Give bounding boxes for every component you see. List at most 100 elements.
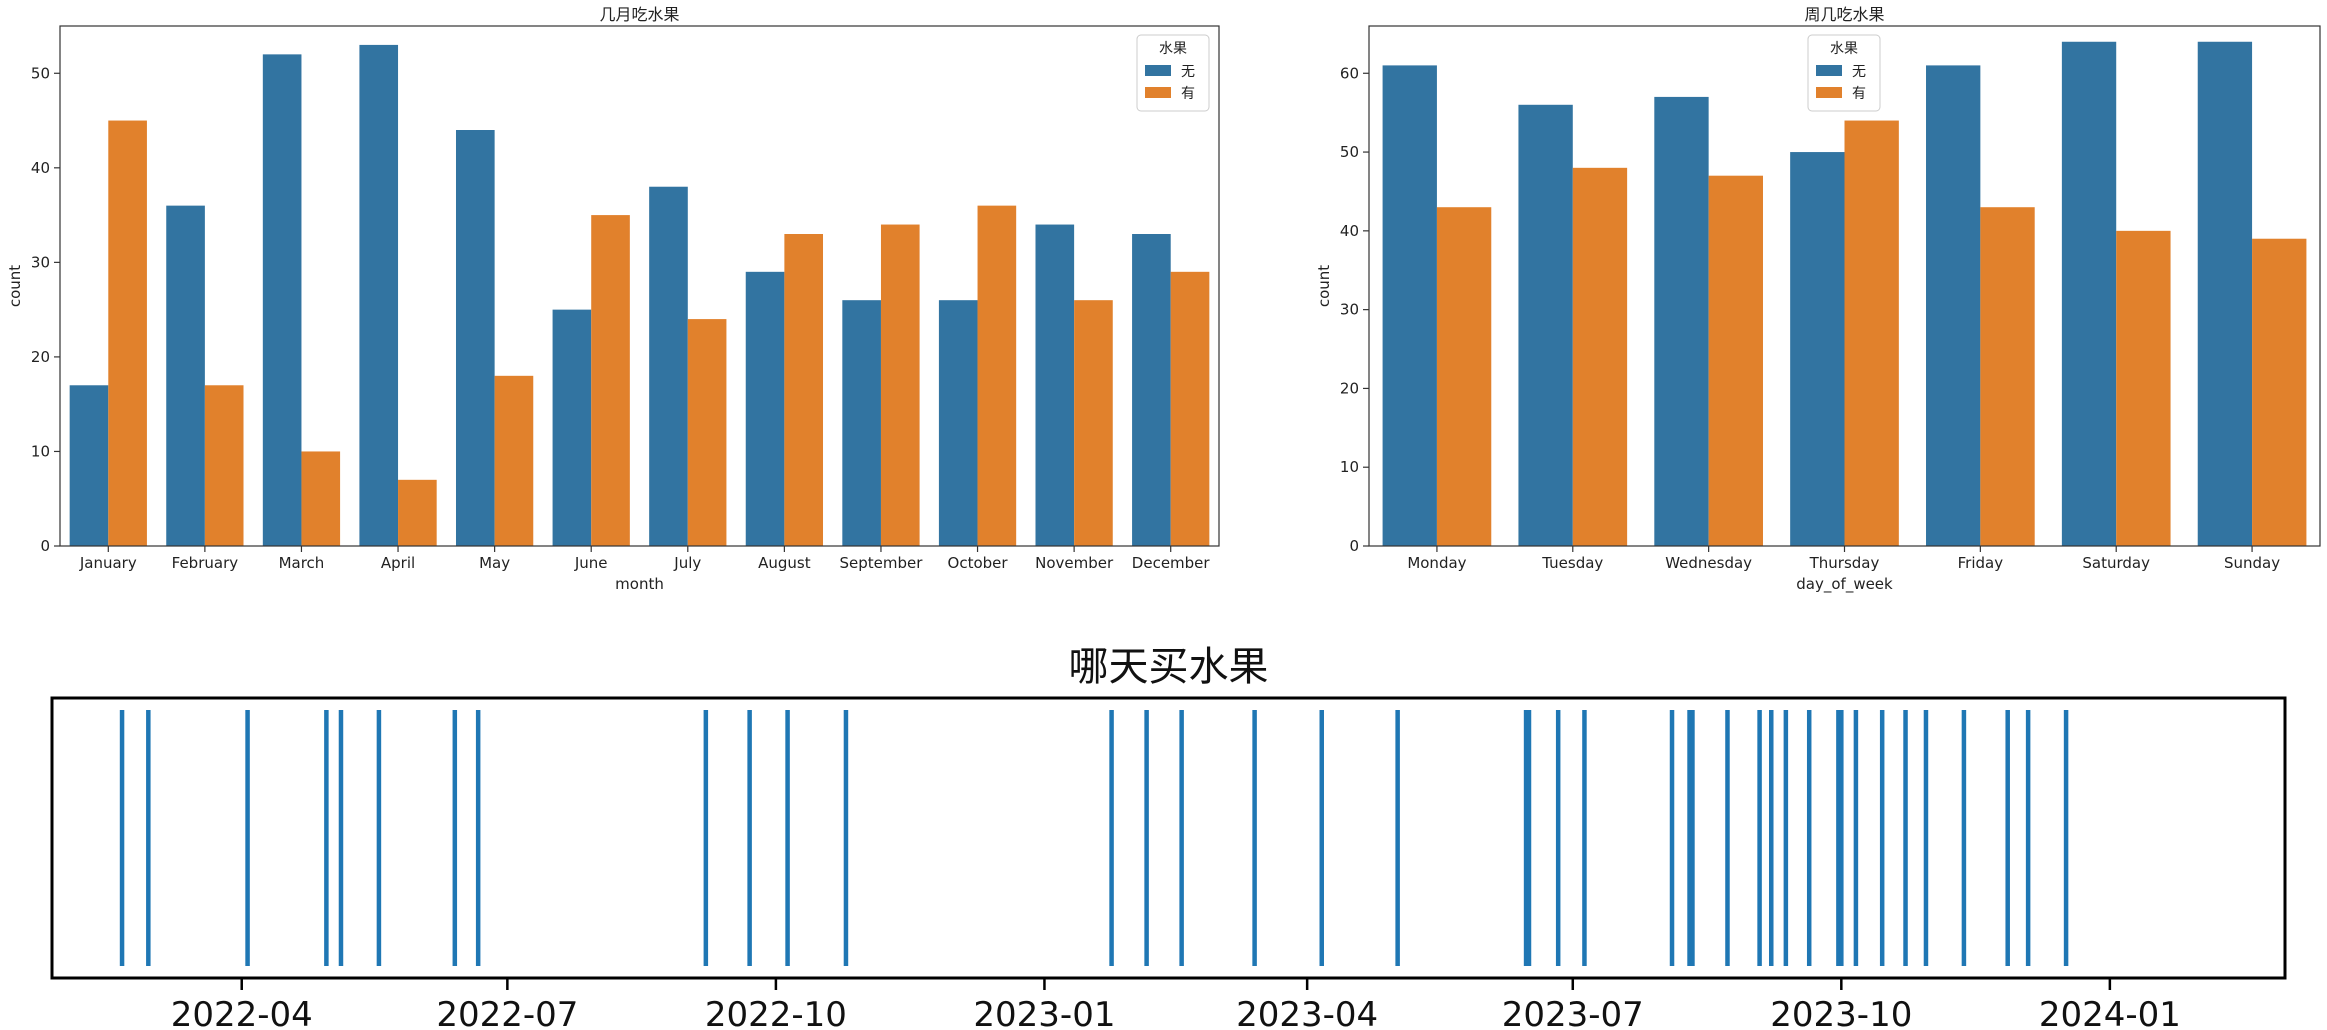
bar-无-July [649,186,688,546]
y-tick-label: 20 [31,348,50,366]
bar-无-Friday [1926,65,1981,547]
legend-title: 水果 [1830,41,1858,57]
x-tick-label: 2023-01 [973,995,1115,1030]
y-tick-label: 10 [31,442,50,460]
x-tick-label: 2022-10 [705,995,847,1030]
month-chart: 几月吃水果 0 10 20 30 40 50 January February March Apri… [6,5,1220,593]
x-tick-label: November [1035,554,1114,572]
bar-有-Tuesday [1572,167,1628,546]
y-tick-label: 0 [1349,537,1359,555]
y-tick-label: 40 [31,159,50,177]
legend-label: 无 [1852,64,1866,80]
legend-swatch-有 [1145,87,1171,98]
x-tick-label: March [279,554,325,572]
axes-frame [50,696,2287,980]
y-axis-label: count [6,265,24,307]
x-tick-label: May [479,554,510,572]
y-tick-label: 30 [31,253,50,271]
legend-swatch-无 [1145,65,1171,76]
y-axis-label: count [1315,265,1333,307]
x-tick-label: 2022-04 [171,995,313,1030]
x-tick-label: Tuesday [1541,554,1603,572]
bar-无-December [1132,234,1171,546]
y-tick-label: 10 [1340,458,1359,476]
bar-有-February [204,385,244,546]
bar-有-Friday [1980,207,2035,546]
bar-有-October [977,205,1017,547]
bar-有-September [880,224,920,546]
bar-有-April [398,479,437,546]
weekday-chart: 周几吃水果 0 10 20 30 40 50 60 Monday Tuesday Wednesday… [1315,5,2321,594]
axes-frame [59,25,1220,547]
bar-无-Thursday [1790,152,1845,546]
x-tick-label: October [948,554,1009,572]
chart-title: 周几吃水果 [1804,5,1884,24]
bar-无-Sunday [2197,41,2253,547]
y-tick-label: 30 [1340,301,1359,319]
x-tick-label: July [673,554,701,572]
x-tick-label: Sunday [2224,554,2280,572]
chart-title: 几月吃水果 [599,5,679,24]
x-tick-label: June [574,554,608,572]
x-tick-label: Monday [1407,554,1466,572]
x-axis-label: day_of_week [1796,575,1893,594]
x-tick-label: Thursday [1809,554,1880,572]
y-tick-label: 20 [1340,379,1359,397]
x-tick-label: April [381,554,415,572]
x-tick-label: February [172,554,239,572]
x-tick-label: 2023-07 [1502,995,1644,1030]
y-tick-label: 50 [1340,143,1359,161]
y-tick-label: 40 [1340,222,1359,240]
bar-无-August [745,271,785,546]
x-tick-label: Saturday [2082,554,2150,572]
bar-有-Thursday [1844,120,1899,546]
bar-无-September [842,300,881,546]
bar-有-Wednesday [1708,175,1763,547]
bar-无-May [455,130,495,546]
bar-无-Monday [1382,65,1437,547]
bar-有-January [108,120,147,546]
x-axis-label: month [615,575,664,593]
bar-有-November [1074,300,1113,546]
legend-label: 无 [1181,64,1195,80]
x-tick-label: December [1132,554,1211,572]
bar-有-Monday [1436,207,1492,546]
bar-有-May [494,375,534,546]
bar-无-March [262,54,302,546]
legend-swatch-有 [1816,87,1842,98]
bar-无-November [1035,224,1075,546]
bar-有-December [1170,271,1210,546]
bar-无-February [166,205,205,547]
bar-有-March [301,451,341,546]
x-tick-label: 2023-04 [1236,995,1378,1030]
x-tick-label: 2022-07 [436,995,578,1030]
legend-label: 有 [1181,86,1195,102]
bar-无-April [359,44,399,547]
bar-有-June [591,215,630,546]
bar-有-August [784,234,824,546]
y-tick-label: 50 [31,64,50,82]
bar-无-Wednesday [1654,96,1709,546]
bar-无-Tuesday [1518,104,1573,547]
legend-label: 有 [1852,86,1866,102]
x-tick-label: September [839,554,923,572]
x-tick-label: Wednesday [1665,554,1752,572]
bar-无-October [938,300,978,546]
legend-swatch-无 [1816,65,1842,76]
x-tick-label: Friday [1958,554,2004,572]
x-tick-label: 2023-10 [1770,995,1912,1030]
bar-有-July [687,319,727,546]
bar-无-Saturday [2061,41,2117,547]
x-tick-label: January [79,554,137,572]
x-tick-label: 2024-01 [2039,995,2181,1030]
legend-title: 水果 [1159,41,1187,57]
purchase-chart: 哪天买水果 2022-04 2022-07 2022-10 2023-01 2023-04… [50,644,2287,1030]
bar-无-January [69,385,109,546]
bar-有-Sunday [2252,238,2307,546]
y-tick-label: 0 [40,537,50,555]
bar-无-June [552,309,592,546]
chart-title: 哪天买水果 [1069,644,1269,690]
